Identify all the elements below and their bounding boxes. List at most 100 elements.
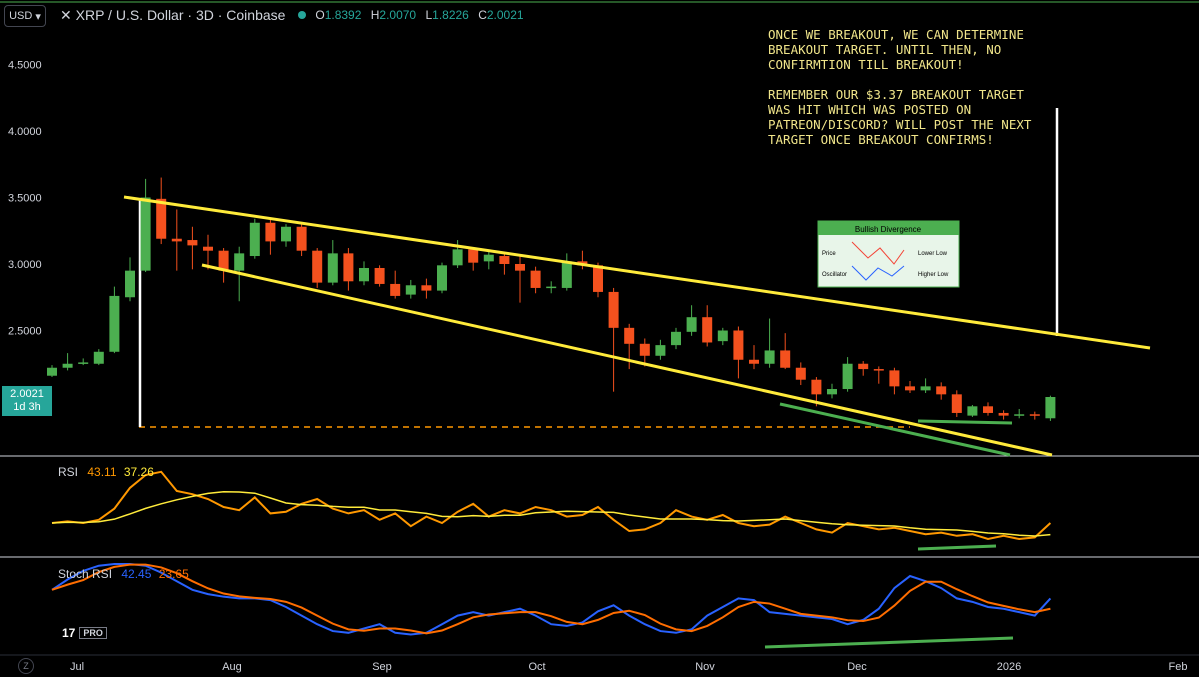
chevron-down-icon: ▾: [35, 10, 41, 23]
candle-body: [109, 295, 120, 352]
rsi-ma-line: [51, 491, 1051, 537]
price-low-line: [917, 419, 1013, 425]
candle-body: [951, 394, 962, 413]
candle-body: [234, 253, 245, 271]
bullish-divergence-box: Bullish Divergence Price Oscillator Lower L…: [817, 220, 960, 288]
candle-body: [671, 331, 681, 346]
x-tick-label: Feb: [1169, 661, 1188, 673]
candle-body: [78, 362, 89, 364]
divergence-lowerlow-label: Lower Low: [918, 251, 948, 257]
stoch-divergence-line: [764, 636, 1014, 649]
last-price-tag: 2.0021 1d 3h: [2, 386, 52, 416]
divergence-title: Bullish Divergence: [855, 225, 922, 234]
candle-body: [327, 253, 338, 283]
candle-body: [468, 249, 479, 263]
candle-body: [593, 265, 603, 292]
candle-body: [140, 197, 151, 271]
candle-body: [967, 406, 978, 416]
logo-mark: 17: [62, 626, 76, 640]
candle-body: [686, 317, 697, 332]
candle-body: [624, 327, 635, 344]
symbol-title[interactable]: ✕ XRP / U.S. Dollar · 3D · Coinbase: [60, 7, 285, 24]
stoch-rsi-name: Stoch RSI: [58, 567, 113, 581]
rsi-name: RSI: [58, 465, 79, 479]
currency-selector[interactable]: USD ▾: [4, 5, 46, 27]
candle-body: [530, 270, 541, 288]
symbol-label: XRP / U.S. Dollar · 3D · Coinbase: [75, 7, 286, 23]
rsi-ma-value: 37.26: [123, 465, 154, 479]
price-divergence-line: [779, 402, 1011, 457]
candle-body: [858, 363, 869, 370]
timezone-button[interactable]: Z: [18, 658, 34, 674]
upper-trendline: [123, 195, 1151, 350]
stoch-rsi-legend[interactable]: Stoch RSI 42.45 23.65: [58, 567, 189, 581]
x-tick-label: Jul: [70, 661, 84, 673]
x-tick-label: Aug: [222, 661, 242, 673]
rsi-legend[interactable]: RSI 43.11 37.26: [58, 465, 154, 479]
divergence-box-header: [818, 221, 959, 235]
candle-body: [249, 222, 260, 257]
open-label: O: [315, 8, 325, 22]
candle-body: [374, 267, 385, 284]
stoch-d-value: 23.65: [158, 567, 189, 581]
annotation-text: ONCE WE BREAKOUT, WE CAN DETERMINE BREAK…: [768, 27, 1032, 147]
stoch-k-line: [51, 563, 1052, 636]
x-tick-label: Sep: [372, 661, 392, 673]
candle-body: [780, 350, 791, 368]
x-tick-label: Dec: [847, 661, 867, 673]
last-price-value: 2.0021: [10, 388, 44, 400]
candle-body: [717, 330, 728, 342]
high-label: H: [370, 8, 380, 22]
candle-body: [171, 238, 182, 242]
open-value: 1.8392: [324, 8, 362, 22]
candle-body: [795, 367, 806, 380]
xrp-icon: ✕: [60, 7, 72, 23]
candle-body: [733, 330, 744, 360]
candle-body: [343, 253, 354, 282]
y-tick-label: 4.5000: [8, 60, 42, 72]
candle-body: [483, 254, 494, 262]
candle-body: [62, 363, 73, 368]
candle-body: [764, 350, 775, 364]
ohlc-readout: O1.8392 H2.0070 L1.8226 C2.0021: [298, 8, 530, 22]
x-tick-label: Oct: [528, 661, 545, 673]
candle-body: [47, 367, 57, 376]
candle-body: [421, 285, 432, 291]
candle-body: [265, 222, 276, 242]
candle-body: [452, 249, 463, 266]
divergence-higherlow-label: Higher Low: [918, 272, 949, 278]
close-label: C: [478, 8, 487, 22]
divergence-price-line: [851, 241, 905, 265]
candle-body: [983, 406, 993, 413]
x-tick-label: Nov: [695, 661, 715, 673]
candle-body: [842, 363, 853, 390]
candle-body: [296, 226, 307, 251]
candle-body: [608, 291, 619, 328]
candle-body: [203, 246, 213, 251]
candle-body: [702, 317, 713, 343]
candle-body: [905, 386, 915, 391]
low-label: L: [425, 8, 433, 22]
low-value: 1.8226: [432, 8, 469, 22]
rsi-value: 43.11: [87, 465, 117, 479]
candle-body: [1014, 414, 1025, 416]
candle-body: [561, 261, 572, 288]
candle-body: [749, 359, 759, 364]
candle-body: [1045, 397, 1056, 419]
candle-body: [390, 283, 401, 296]
candle-body: [187, 240, 198, 246]
stoch-k-value: 42.45: [121, 567, 152, 581]
high-value: 2.0070: [379, 8, 417, 22]
candle-body: [359, 267, 369, 282]
candle-body: [936, 386, 947, 395]
candle-body: [811, 379, 822, 395]
candle-body: [1029, 414, 1040, 416]
candle-body: [655, 345, 666, 356]
candle-body: [218, 250, 229, 271]
candle-body: [93, 351, 104, 364]
candle-body: [546, 286, 557, 289]
candle-body: [827, 389, 837, 395]
currency-label: USD: [9, 10, 33, 22]
candle-body: [873, 369, 884, 371]
